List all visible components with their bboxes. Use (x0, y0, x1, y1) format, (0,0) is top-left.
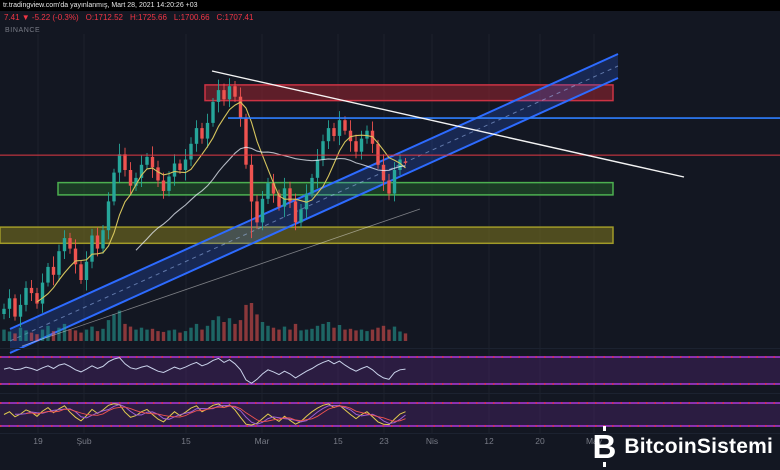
price-zones (0, 84, 614, 245)
time-axis-label[interactable]: 12 (484, 436, 494, 446)
oscillator-pane-1 (0, 356, 780, 385)
trendline-descending-resistance (211, 70, 685, 178)
time-axis-label[interactable]: Şub (76, 436, 91, 446)
time-axis-label[interactable]: 20 (535, 436, 545, 446)
time-axis-label[interactable]: Nis (426, 436, 438, 446)
time-axis-label[interactable]: 15 (333, 436, 343, 446)
trendline-minor-ascending (21, 208, 421, 347)
publish-bar: tr.tradingview.com'da yayınlanmış, Mart … (0, 0, 780, 11)
quote-close: C:1707.41 (216, 13, 254, 22)
watermark: B BitcoinSistemi (590, 426, 773, 467)
zone-support-yellow (0, 226, 614, 245)
candles[interactable] (2, 78, 408, 328)
quote-high: H:1725.66 (130, 13, 167, 22)
exchange-label: BINANCE (5, 27, 41, 34)
time-axis[interactable]: 19 Şub 15 Mar 15 23 Nis 12 20 May (33, 436, 603, 446)
quote-open: O:1712.52 (85, 13, 123, 22)
time-axis-label[interactable]: 23 (379, 436, 389, 446)
trendlines (21, 70, 685, 347)
horizontal-levels (0, 117, 780, 156)
zone-resistance-red (204, 84, 614, 102)
quote-bar: 7.41 ▼ -5.22 (-0.3%) O:1712.52 H:1725.66… (4, 13, 253, 22)
ma-7 (36, 101, 406, 303)
quote-change: 7.41 ▼ -5.22 (-0.3%) (4, 13, 79, 22)
bitcoin-icon: B (592, 426, 617, 467)
time-axis-label[interactable]: Mar (255, 436, 270, 446)
time-axis-label[interactable]: May (586, 436, 603, 446)
publish-text: tr.tradingview.com'da yayınlanmış, Mart … (3, 2, 198, 9)
ma-25 (135, 146, 406, 251)
watermark-text: BitcoinSistemi (624, 434, 773, 458)
volume-bars (2, 303, 408, 341)
time-axis-label[interactable]: 15 (181, 436, 191, 446)
oscillator-pane-2 (0, 402, 780, 427)
quote-low: L:1700.66 (173, 13, 210, 22)
time-axis-label[interactable]: 19 (33, 436, 43, 446)
